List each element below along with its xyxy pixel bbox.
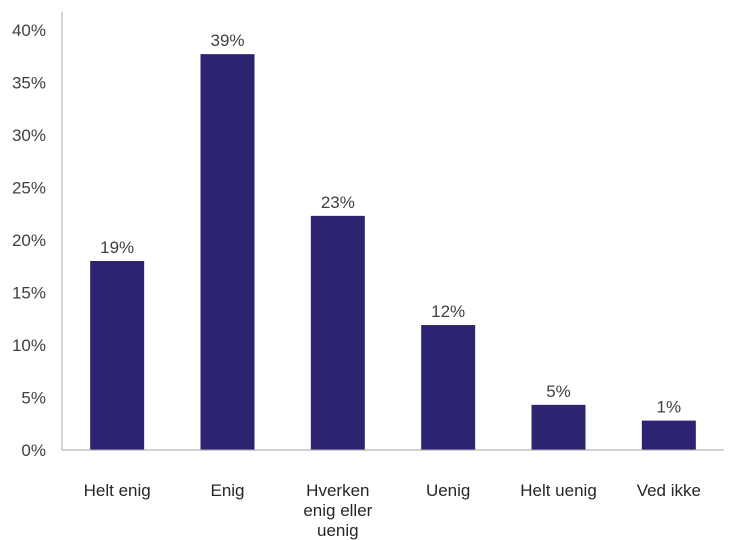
bar <box>310 215 365 450</box>
data-label: 12% <box>431 302 465 321</box>
category-labels: Helt enig Enig Hverken enig eller uenig Uenig… <box>84 481 701 540</box>
data-label: 1% <box>657 398 682 417</box>
y-tick-label: 10% <box>12 336 46 355</box>
category-label-line: enig eller <box>303 501 372 520</box>
y-tick-label: 15% <box>12 284 46 303</box>
y-tick-label: 40% <box>12 21 46 40</box>
category-label-line: Ved ikke <box>637 481 701 500</box>
category-label-line: uenig <box>317 521 359 540</box>
bar <box>531 404 586 450</box>
category-label: Helt enig <box>84 481 151 500</box>
data-label: 23% <box>321 193 355 212</box>
category-label: Helt uenig <box>520 481 597 500</box>
data-label: 39% <box>210 31 244 50</box>
y-tick-label: 35% <box>12 74 46 93</box>
category-label: Ved ikke <box>637 481 701 500</box>
y-axis: 0% 5% 10% 15% 20% 25% 30% 35% 40% <box>12 12 63 460</box>
category-label-line: Enig <box>210 481 244 500</box>
bar <box>200 54 255 451</box>
category-label: Uenig <box>426 481 470 500</box>
bars <box>90 54 696 451</box>
bar <box>641 420 696 450</box>
category-label: Enig <box>210 481 244 500</box>
category-label-line: Uenig <box>426 481 470 500</box>
category-label-line: Helt uenig <box>520 481 597 500</box>
category-label: Hverken enig eller uenig <box>303 481 372 540</box>
y-tick-label: 0% <box>21 441 46 460</box>
y-tick-label: 20% <box>12 231 46 250</box>
data-labels: 19% 39% 23% 12% 5% 1% <box>100 31 681 416</box>
category-label-line: Helt enig <box>84 481 151 500</box>
bar <box>90 261 145 450</box>
category-label-line: Hverken <box>306 481 369 500</box>
y-tick-label: 30% <box>12 126 46 145</box>
data-label: 5% <box>546 382 571 401</box>
y-tick-label: 25% <box>12 179 46 198</box>
y-tick-label: 5% <box>21 389 46 408</box>
bar <box>421 325 476 450</box>
data-label: 19% <box>100 238 134 257</box>
